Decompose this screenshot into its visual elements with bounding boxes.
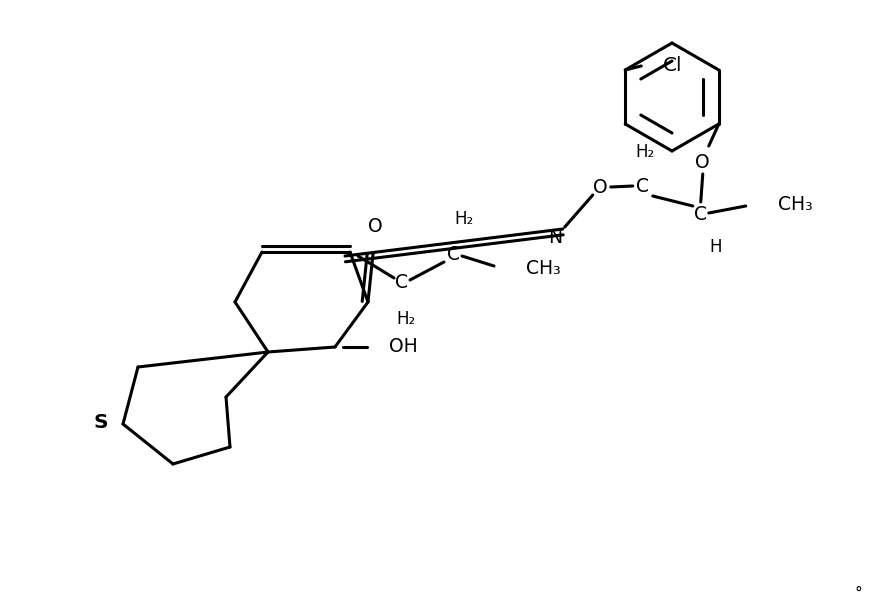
- Text: C: C: [636, 177, 649, 195]
- Text: Cl: Cl: [663, 55, 682, 75]
- Text: H₂: H₂: [396, 310, 416, 328]
- Text: S: S: [94, 413, 108, 432]
- Text: C: C: [396, 273, 409, 291]
- Text: C: C: [694, 205, 707, 223]
- Text: H₂: H₂: [454, 210, 473, 228]
- Text: N: N: [548, 228, 562, 246]
- Text: CH₃: CH₃: [778, 194, 813, 214]
- Text: CH₃: CH₃: [526, 259, 561, 277]
- Text: °: °: [854, 586, 862, 600]
- Text: O: O: [368, 217, 382, 236]
- Text: OH: OH: [389, 337, 417, 356]
- Text: H₂: H₂: [635, 143, 654, 161]
- Text: O: O: [696, 152, 710, 172]
- Text: H: H: [710, 238, 722, 256]
- Text: C: C: [447, 245, 460, 263]
- Text: O: O: [593, 177, 608, 197]
